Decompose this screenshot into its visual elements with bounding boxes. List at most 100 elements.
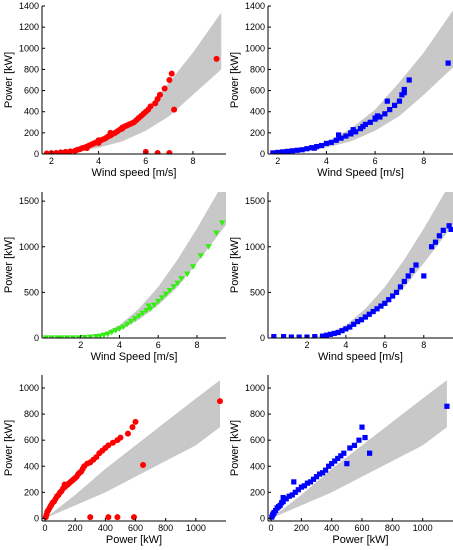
subplot-4: 2 4 6 8 0 500 1000 1500 Wind speed [m/s] Power [k… <box>229 192 453 363</box>
x-axis-label: Power [kW] <box>106 534 162 546</box>
data-point <box>301 483 307 489</box>
data-point <box>448 226 453 233</box>
x-tick-label: 2 <box>304 340 309 350</box>
data-point <box>105 442 112 449</box>
subplot-6: 0 200 400 600 800 1000 0 200 400 600 800 1000 Power … <box>229 375 453 546</box>
x-tick-label: 6 <box>373 156 378 166</box>
data-point <box>354 318 361 325</box>
y-tick-label: 500 <box>250 287 265 297</box>
data-point <box>444 403 450 409</box>
subplot-3: 2 4 6 8 0 500 1000 1500 Wind Speed [m/s] Power [k… <box>3 192 226 363</box>
data-point <box>382 300 388 306</box>
y-tick-label: 0 <box>260 513 265 523</box>
x-tick-label: 4 <box>96 156 101 166</box>
data-point <box>356 437 362 443</box>
x-tick-label: 200 <box>68 523 83 533</box>
y-tick-label: 1000 <box>19 242 39 252</box>
data-point <box>64 481 71 488</box>
data-point <box>129 424 136 431</box>
data-point <box>213 55 220 62</box>
data-point <box>401 90 407 96</box>
confidence-band <box>42 12 222 154</box>
data-point <box>296 334 302 338</box>
data-point <box>280 149 286 154</box>
data-point <box>348 130 354 136</box>
data-point <box>292 489 298 495</box>
data-point <box>63 335 71 338</box>
data-point <box>189 264 197 270</box>
data-point <box>332 458 338 464</box>
y-axis-label: Power [kW] <box>229 420 241 476</box>
x-tick-label: 800 <box>385 523 400 533</box>
y-axis-label: Power [kW] <box>3 420 15 476</box>
x-tick-label: 600 <box>128 523 143 533</box>
data-point <box>213 230 220 237</box>
confidence-band <box>268 10 453 154</box>
data-point <box>53 149 60 154</box>
data-point <box>280 334 287 338</box>
data-point <box>109 439 116 446</box>
data-point <box>286 493 292 499</box>
data-point <box>446 223 452 229</box>
data-point <box>329 461 335 467</box>
data-point <box>314 144 320 150</box>
data-point <box>166 149 173 154</box>
data-point <box>366 450 373 456</box>
data-point <box>327 331 333 337</box>
data-point <box>280 494 286 501</box>
data-point <box>401 278 407 285</box>
data-point <box>147 306 154 312</box>
data-point <box>341 450 347 456</box>
confidence-band <box>268 192 453 338</box>
data-point <box>272 507 279 514</box>
data-point <box>331 330 337 337</box>
data-point <box>386 297 392 303</box>
data-point <box>271 334 277 338</box>
data-point <box>139 310 146 317</box>
data-point <box>42 335 50 338</box>
x-tick-label: 8 <box>190 156 195 166</box>
data-point <box>205 244 212 250</box>
data-point <box>432 239 439 245</box>
x-tick-label: 400 <box>98 523 113 533</box>
x-tick-label: 6 <box>382 340 387 350</box>
data-point <box>413 262 419 268</box>
x-tick-label: 600 <box>355 523 370 533</box>
data-point <box>316 471 323 477</box>
data-point <box>304 146 310 152</box>
data-point <box>335 455 341 462</box>
data-point <box>347 445 353 451</box>
data-point <box>362 121 368 127</box>
y-tick-label: 400 <box>250 461 265 471</box>
plot-area <box>269 380 450 520</box>
data-point <box>147 103 154 110</box>
data-point <box>108 329 115 336</box>
x-tick-label: 8 <box>421 156 426 166</box>
data-point <box>294 147 300 153</box>
x-tick-label: 4 <box>343 340 348 350</box>
x-tick-label: 2 <box>78 340 83 350</box>
data-point <box>319 333 326 338</box>
data-point <box>95 137 102 144</box>
data-point <box>127 318 135 325</box>
y-tick-label: 1000 <box>245 383 265 393</box>
x-axis-label: Wind Speed [m/s] <box>317 167 404 179</box>
y-tick-label: 600 <box>250 86 265 96</box>
data-point <box>67 148 74 154</box>
y-axis-label: Power [kW] <box>229 52 241 108</box>
data-point <box>323 467 329 473</box>
data-point <box>57 149 64 154</box>
x-tick-label: 4 <box>324 156 329 166</box>
x-axis-label: Wind speed [m/s] <box>92 167 177 179</box>
data-point <box>166 287 174 294</box>
y-axis-label: Power [kW] <box>3 52 15 108</box>
y-tick-label: 1400 <box>245 1 265 11</box>
confidence-band <box>45 380 220 519</box>
data-point <box>124 430 131 437</box>
subplot-1: 2 4 6 8 0 200 400 600 800 1000 1200 1400 Wind speed … <box>3 1 226 179</box>
data-point <box>328 139 334 145</box>
data-point <box>62 148 69 154</box>
y-tick-label: 600 <box>24 86 39 96</box>
data-point <box>390 293 396 299</box>
